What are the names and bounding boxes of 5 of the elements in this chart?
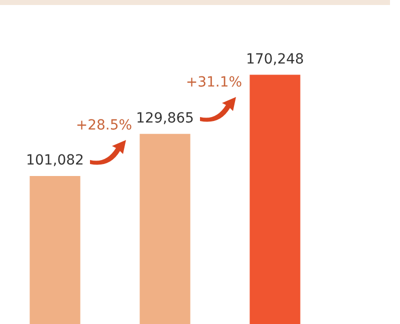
data-label: 170,248: [246, 51, 304, 68]
annotation: +31.1%: [186, 74, 242, 90]
data-label: 129,865: [136, 110, 194, 127]
annotation: +28.5%: [76, 118, 132, 134]
data-label: 101,082: [26, 152, 84, 169]
